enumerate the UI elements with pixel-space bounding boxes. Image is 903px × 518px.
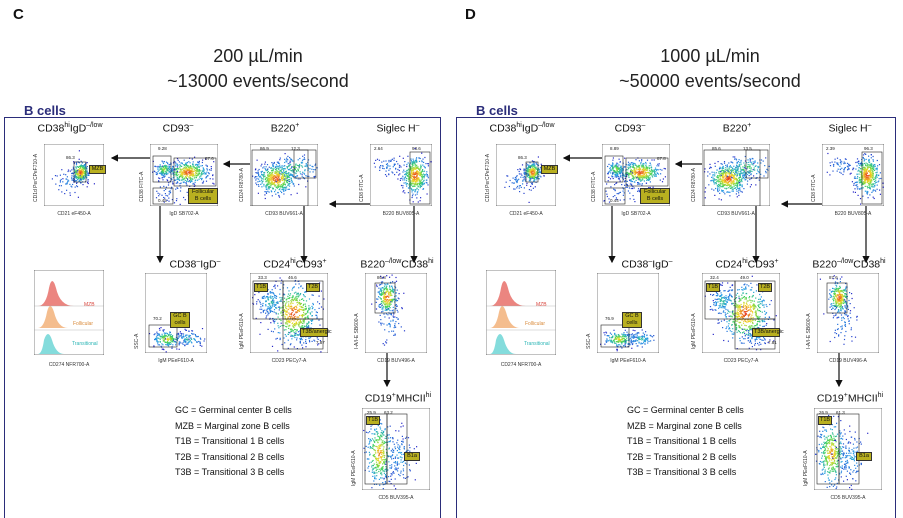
gate-title-cd93neg-text: CD93 — [615, 123, 642, 135]
plot-cd19-yaxis: IgM PEeF610-A — [803, 450, 809, 486]
legend-item: GC = Germinal center B cells — [627, 403, 744, 419]
gate-title-siglec: Siglec H– — [828, 122, 871, 135]
plot-cd93neg-yaxis: CD38 FITC-A — [591, 172, 597, 202]
tag-mzb: MZB — [541, 165, 558, 174]
pct-cd93neg-2: 87.8 — [657, 156, 666, 161]
gate-title-gc-mid: IgD — [652, 259, 668, 271]
gate-title-b220low-sup2: hi — [880, 258, 885, 265]
gate-title-cd19: CD19+MHCIIhi — [817, 392, 883, 405]
gate-title-b220: B220+ — [723, 122, 752, 135]
tag-t1b: T1B — [706, 283, 720, 292]
pct-b220-1: 85.6 — [712, 146, 721, 151]
gate-title-gc-pre: CD38 — [621, 259, 648, 271]
gate-title-b220low-sup1: –/low — [837, 258, 853, 265]
plot-b220low-xaxis: CD19 BUV496-A — [829, 358, 867, 364]
pct-siglec-1: 2.39 — [826, 146, 835, 151]
pct-siglec-2: 96.3 — [864, 146, 873, 151]
tag-b1a: B1a — [856, 452, 872, 461]
gate-title-cd24: CD24hiCD93+ — [715, 258, 778, 271]
legend-item: MZB = Marginal zone B cells — [627, 419, 744, 435]
gate-title-cd93neg: CD93– — [615, 122, 646, 135]
gate-title-siglec-text: Siglec H — [828, 123, 867, 135]
pct-cd93neg-3: 0.44 — [610, 198, 619, 203]
plot-mzb-xaxis: CD21 eF450-A — [509, 211, 542, 217]
plot-cd24-xaxis: CD23 PECy7-A — [724, 358, 759, 364]
plot-mzb-yaxis: CD1d PerCPeF710-A — [485, 154, 491, 202]
pct-cd24-1: 32.4 — [710, 275, 719, 280]
hist-xaxis: CD274 NFR700-A — [501, 362, 542, 368]
tag-cd19-t1b: T1B — [818, 416, 832, 425]
plot-b220-yaxis: CD24 R8780-A — [691, 168, 697, 202]
gate-title-mzb-mid: IgD — [522, 123, 538, 135]
gate-title-b220-sup: + — [747, 122, 751, 129]
gate-title-gc-sup2: – — [669, 258, 673, 265]
pct-cd19-1: 26.9 — [819, 410, 828, 415]
pct-mzb: 86.3 — [518, 155, 527, 160]
plot-siglec-xaxis: B220 BUV805-A — [835, 211, 872, 217]
plot-mzb — [496, 144, 556, 206]
gate-title-b220low-mid: CD38 — [853, 259, 880, 271]
pct-b220-2: 13.5 — [743, 146, 752, 151]
legend-item: T2B = Transitional 2 B cells — [627, 450, 744, 466]
gate-title-cd19-sup2: hi — [878, 392, 883, 399]
plot-b220low — [817, 273, 879, 353]
pct-cd24-3: 7.81 — [768, 340, 777, 345]
hist-label-transitional: Transitional — [524, 341, 550, 347]
legend-item: T3B = Transitional 3 B cells — [627, 465, 744, 481]
plot-cd24-yaxis: IgM PEeF610-A — [691, 313, 697, 349]
plot-cd93neg-xaxis: IgD SB702-A — [621, 211, 650, 217]
plot-gc-xaxis: IgM PEeF610-A — [610, 358, 646, 364]
plot-b220low-yaxis: I-A/I-E SB600-A — [806, 313, 812, 349]
gate-title-cd19-mid: MHCII — [848, 393, 878, 405]
plot-b220-xaxis: CD93 BUV661-A — [717, 211, 755, 217]
gate-title-gc: CD38–IgD– — [621, 258, 672, 271]
gate-title-b220-text: B220 — [723, 123, 748, 135]
hist-label-mzb: MZB — [536, 302, 547, 308]
gate-title-cd93neg-sup: – — [641, 122, 645, 129]
plot-cd19-xaxis: CD5 BUV395-A — [830, 495, 865, 501]
gate-title-cd24-pre: CD24 — [715, 259, 742, 271]
plot-siglec-yaxis: CD8 FITC-A — [811, 175, 817, 203]
tag-t3b: T3B/anergic — [752, 328, 780, 337]
gate-title-b220low-pre: B220 — [812, 259, 837, 271]
plot-b220 — [702, 144, 770, 206]
gate-title-b220low: B220–/lowCD38hi — [812, 258, 885, 271]
gate-title-cd24-sup2: + — [775, 258, 779, 265]
gate-title-mzb-pre: CD38 — [490, 123, 517, 135]
pct-cd93neg-1: 8.89 — [610, 146, 619, 151]
gate-title-cd19-pre: CD19 — [817, 393, 844, 405]
pct-cd24-2: 49.0 — [740, 275, 749, 280]
pct-gc: 76.9 — [605, 316, 614, 321]
tag-gc: GC B cells — [622, 312, 642, 328]
plot-gc-yaxis: SSC-A — [586, 334, 592, 349]
hist-label-follicular: Follicular — [525, 321, 545, 327]
plot-siglec-axes — [822, 144, 884, 206]
tag-t2b: T2B — [758, 283, 772, 292]
gate-title-siglec-sup: – — [868, 122, 872, 129]
gate-title-mzb: CD38hiIgD–/low — [490, 122, 555, 135]
pct-b220low: 87.6 — [829, 275, 838, 280]
plot-siglec — [822, 144, 884, 206]
gate-title-cd24-mid: CD93 — [748, 259, 775, 271]
pct-cd19-2: 61.3 — [836, 410, 845, 415]
tag-follicular: Follicular B cells — [640, 188, 670, 204]
legend-item: T1B = Transitional 1 B cells — [627, 434, 744, 450]
plot-b220low-axes — [817, 273, 879, 353]
gate-title-mzb-sup2: –/low — [538, 122, 554, 129]
